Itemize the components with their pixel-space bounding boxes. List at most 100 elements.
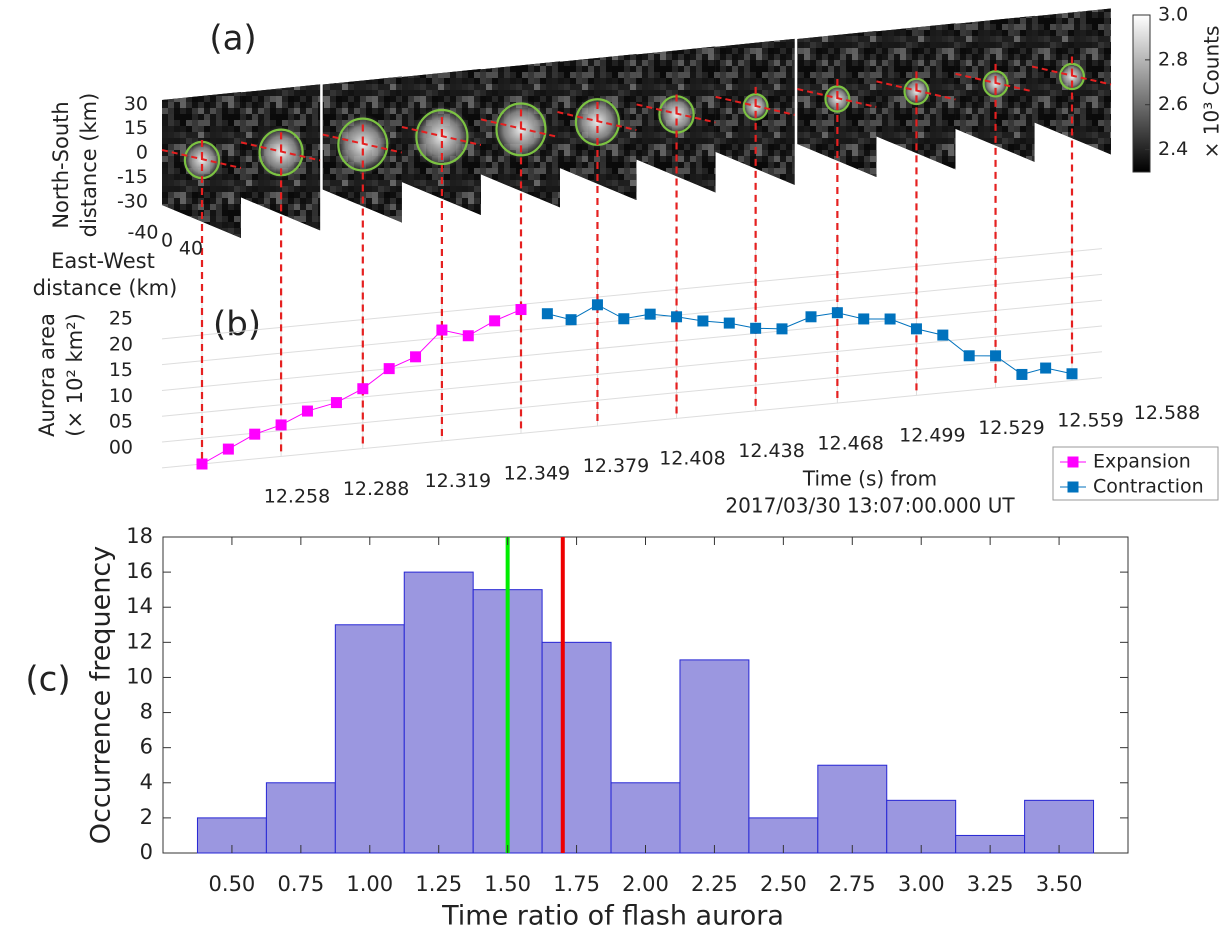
x-tick-label: 1.50 bbox=[484, 872, 531, 896]
grid-line bbox=[161, 299, 1103, 391]
x-tick-label: 12.288 bbox=[343, 478, 409, 500]
x-tick-label: 12.379 bbox=[583, 455, 649, 477]
y-tick-label: 25 bbox=[109, 308, 133, 330]
data-point bbox=[750, 322, 762, 334]
bar bbox=[817, 764, 888, 854]
x-tick-label: 1.00 bbox=[346, 872, 393, 896]
data-point bbox=[1040, 362, 1052, 374]
legend-label: Contraction bbox=[1093, 476, 1204, 498]
data-point bbox=[357, 383, 369, 395]
panel-label: (a) bbox=[209, 19, 256, 59]
grid-line bbox=[161, 248, 1103, 340]
data-point bbox=[515, 304, 527, 316]
y-axis-label: distance (km) bbox=[77, 93, 101, 238]
x-tick-label: 1.25 bbox=[415, 872, 462, 896]
y-tick-label: -15 bbox=[117, 166, 148, 188]
y-tick-label: 14 bbox=[126, 594, 153, 618]
grid-line bbox=[161, 273, 1103, 366]
y-tick-label: 12 bbox=[126, 629, 153, 653]
x-tick-label: 12.588 bbox=[1134, 402, 1200, 424]
legend-box bbox=[1052, 446, 1219, 501]
data-point bbox=[410, 351, 422, 363]
x-tick-label: 3.25 bbox=[967, 872, 1014, 896]
data-point bbox=[644, 308, 656, 320]
x-tick-label: 12.258 bbox=[264, 486, 330, 508]
aurora-outline bbox=[903, 77, 930, 106]
data-point bbox=[618, 313, 630, 325]
data-point bbox=[858, 313, 870, 325]
grid-line bbox=[161, 351, 1103, 443]
data-point bbox=[1016, 368, 1028, 380]
colorbar-tick-label: 2.4 bbox=[1158, 138, 1188, 160]
aurora-outline bbox=[742, 93, 769, 121]
panel-label: (b) bbox=[213, 305, 261, 345]
y-tick-label: 16 bbox=[126, 559, 153, 583]
x-tick-label: 12.499 bbox=[899, 425, 965, 447]
bar bbox=[265, 782, 336, 854]
x-axis-label: Time ratio of flash aurora bbox=[441, 901, 784, 932]
x-tick-label: 2.75 bbox=[829, 872, 876, 896]
bar bbox=[334, 624, 405, 854]
data-point bbox=[591, 299, 603, 311]
legend-label: Expansion bbox=[1093, 451, 1191, 473]
y-tick-label: 20 bbox=[109, 333, 133, 355]
y-tick-label: 05 bbox=[109, 411, 133, 433]
x-tick-label: 12.408 bbox=[659, 448, 725, 470]
data-point bbox=[330, 397, 342, 409]
x-axis-label: distance (km) bbox=[33, 276, 178, 300]
y-axis-label: Occurrence frequency bbox=[86, 546, 117, 844]
data-point bbox=[565, 314, 577, 326]
data-point bbox=[884, 313, 896, 325]
data-point bbox=[910, 323, 922, 335]
aurora-outline bbox=[824, 85, 851, 113]
y-tick-label: 0 bbox=[140, 840, 153, 864]
data-point bbox=[937, 329, 949, 341]
panel-label: (c) bbox=[25, 660, 70, 700]
frame-crosshair bbox=[1031, 65, 1112, 86]
legend-marker bbox=[1067, 456, 1079, 468]
x-tick-label: 1.75 bbox=[553, 872, 600, 896]
y-axis-label: Aurora area bbox=[35, 313, 59, 437]
data-point bbox=[249, 428, 261, 440]
data-point bbox=[275, 419, 287, 431]
x-tick-label: 2.50 bbox=[760, 872, 807, 896]
legend-marker bbox=[1067, 481, 1079, 493]
bar bbox=[886, 799, 957, 854]
x-tick-label: 40 bbox=[179, 238, 203, 260]
x-tick-label: 12.468 bbox=[817, 432, 883, 454]
y-tick-label: 10 bbox=[109, 385, 133, 407]
y-tick-label: 10 bbox=[126, 664, 153, 688]
x-tick-label: 12.529 bbox=[978, 417, 1044, 439]
data-point bbox=[671, 311, 683, 323]
y-tick-label: 0 bbox=[136, 142, 148, 164]
data-point bbox=[301, 405, 313, 417]
x-axis-label: East-West bbox=[51, 249, 155, 273]
x-tick-label: 3.00 bbox=[898, 872, 945, 896]
x-tick-label: 12.349 bbox=[504, 462, 570, 484]
aurora-outline bbox=[495, 102, 547, 157]
aurora-outline bbox=[415, 108, 469, 166]
x-tick-label: 12.559 bbox=[1057, 409, 1123, 431]
data-point bbox=[697, 315, 709, 327]
bar bbox=[403, 571, 474, 854]
data-point bbox=[1066, 368, 1078, 380]
aurora-outline bbox=[982, 70, 1009, 98]
data-point bbox=[723, 317, 735, 329]
data-point bbox=[222, 443, 234, 455]
y-tick-label: 15 bbox=[124, 117, 148, 139]
y-axis-label: (× 10² km²) bbox=[63, 313, 87, 437]
bar bbox=[679, 659, 750, 854]
data-point bbox=[963, 350, 975, 362]
y-tick-label: 6 bbox=[140, 735, 153, 759]
x-axis-label: 2017/03/30 13:07:00.000 UT bbox=[725, 494, 1015, 518]
y-tick-label: 18 bbox=[126, 524, 153, 548]
data-point bbox=[196, 458, 208, 470]
x-tick-label: 0.75 bbox=[277, 872, 324, 896]
data-point bbox=[489, 315, 501, 327]
data-point bbox=[541, 308, 553, 320]
x-tick-label: 12.319 bbox=[425, 470, 491, 492]
y-tick-label: 2 bbox=[140, 805, 153, 829]
colorbar-tick-label: 2.6 bbox=[1158, 93, 1188, 115]
x-tick-label: 12.438 bbox=[738, 440, 804, 462]
